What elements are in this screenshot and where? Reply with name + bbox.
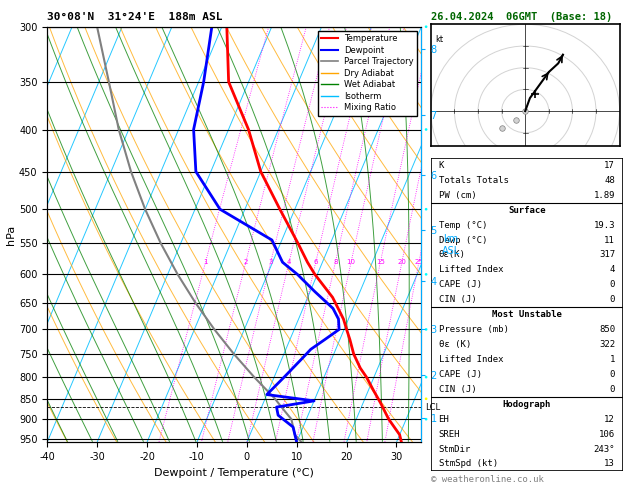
Text: 4: 4	[610, 265, 615, 275]
Text: 106: 106	[599, 430, 615, 438]
Text: K: K	[438, 161, 444, 170]
Text: CAPE (J): CAPE (J)	[438, 280, 482, 289]
Legend: Temperature, Dewpoint, Parcel Trajectory, Dry Adiabat, Wet Adiabat, Isotherm, Mi: Temperature, Dewpoint, Parcel Trajectory…	[318, 31, 417, 116]
Text: 4: 4	[287, 259, 291, 265]
Text: StmSpd (kt): StmSpd (kt)	[438, 459, 498, 469]
Text: 48: 48	[604, 176, 615, 185]
Text: CIN (J): CIN (J)	[438, 385, 476, 394]
Text: 317: 317	[599, 250, 615, 260]
Text: CAPE (J): CAPE (J)	[438, 370, 482, 379]
Text: Surface: Surface	[508, 206, 545, 215]
Text: Most Unstable: Most Unstable	[492, 310, 562, 319]
Text: 6: 6	[313, 259, 318, 265]
Text: 10: 10	[347, 259, 355, 265]
Text: Totals Totals: Totals Totals	[438, 176, 508, 185]
Text: 0: 0	[610, 295, 615, 304]
Text: 8: 8	[333, 259, 338, 265]
Text: 850: 850	[599, 325, 615, 334]
Text: θε (K): θε (K)	[438, 340, 470, 349]
Text: 2: 2	[243, 259, 248, 265]
Text: 322: 322	[599, 340, 615, 349]
Text: 1: 1	[610, 355, 615, 364]
Text: kt: kt	[435, 35, 443, 44]
Text: Pressure (mb): Pressure (mb)	[438, 325, 508, 334]
Text: Dewp (°C): Dewp (°C)	[438, 236, 487, 244]
Text: 11: 11	[604, 236, 615, 244]
Text: 13: 13	[604, 459, 615, 469]
Text: StmDir: StmDir	[438, 445, 470, 453]
Y-axis label: hPa: hPa	[6, 225, 16, 244]
Text: CIN (J): CIN (J)	[438, 295, 476, 304]
Text: 1.89: 1.89	[594, 191, 615, 200]
Text: LCL: LCL	[426, 402, 441, 412]
Text: 0: 0	[610, 370, 615, 379]
Y-axis label: km
ASL: km ASL	[442, 235, 460, 256]
Text: Temp (°C): Temp (°C)	[438, 221, 487, 229]
Text: EH: EH	[438, 415, 449, 424]
Text: 19.3: 19.3	[594, 221, 615, 229]
Text: 15: 15	[376, 259, 385, 265]
Text: 20: 20	[398, 259, 406, 265]
Text: 17: 17	[604, 161, 615, 170]
Text: © weatheronline.co.uk: © weatheronline.co.uk	[431, 474, 543, 484]
Text: 1: 1	[203, 259, 208, 265]
X-axis label: Dewpoint / Temperature (°C): Dewpoint / Temperature (°C)	[154, 468, 314, 478]
Text: 26.04.2024  06GMT  (Base: 18): 26.04.2024 06GMT (Base: 18)	[431, 12, 612, 22]
Text: 12: 12	[604, 415, 615, 424]
Text: PW (cm): PW (cm)	[438, 191, 476, 200]
Text: 0: 0	[610, 280, 615, 289]
Text: 243°: 243°	[594, 445, 615, 453]
Text: Lifted Index: Lifted Index	[438, 265, 503, 275]
Text: 25: 25	[415, 259, 423, 265]
Text: SREH: SREH	[438, 430, 460, 438]
Text: 30°08'N  31°24'E  188m ASL: 30°08'N 31°24'E 188m ASL	[47, 12, 223, 22]
Text: 3: 3	[269, 259, 273, 265]
Text: Lifted Index: Lifted Index	[438, 355, 503, 364]
Text: θε(K): θε(K)	[438, 250, 465, 260]
Text: 0: 0	[610, 385, 615, 394]
Text: Hodograph: Hodograph	[503, 400, 551, 409]
